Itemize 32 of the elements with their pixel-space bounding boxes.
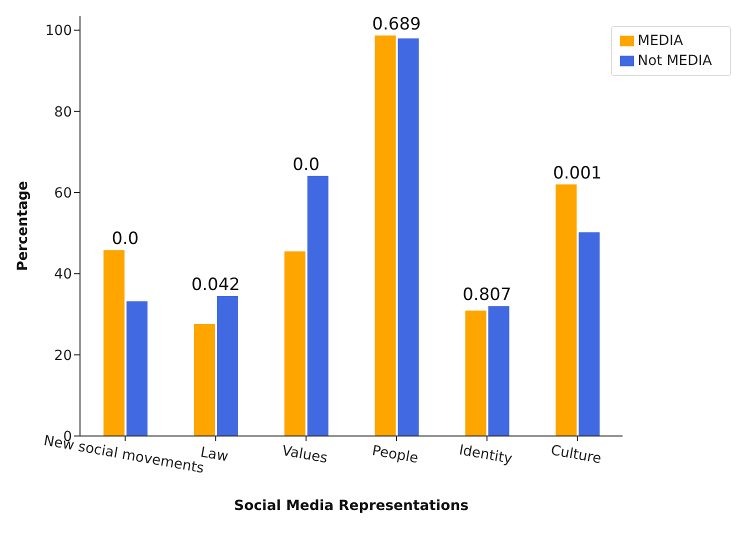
legend-label: Not MEDIA xyxy=(638,53,712,69)
y-tick-label: 40 xyxy=(54,266,72,283)
annotation: 0.0 xyxy=(292,154,320,175)
bar xyxy=(216,296,238,436)
bar xyxy=(194,324,215,436)
y-tick-label: 60 xyxy=(54,185,72,202)
x-tick-label: Law xyxy=(199,444,230,466)
x-axis-title: Social Media Representations xyxy=(234,498,469,514)
bar xyxy=(284,251,306,436)
annotation: 0.807 xyxy=(462,285,512,306)
bar xyxy=(307,176,328,436)
y-tick-label: 100 xyxy=(45,23,72,40)
annotation: 0.0 xyxy=(112,229,139,250)
bar xyxy=(488,306,510,436)
x-tick-label: Values xyxy=(280,443,329,467)
bar xyxy=(465,310,486,436)
annotation: 0.001 xyxy=(553,163,602,184)
bar xyxy=(398,38,419,436)
annotation: 0.042 xyxy=(191,275,240,295)
bar xyxy=(578,232,600,436)
y-tick-label: 20 xyxy=(54,348,72,364)
bar xyxy=(556,184,577,436)
legend-label: MEDIA xyxy=(638,33,684,49)
x-tick-label: Identity xyxy=(458,442,514,468)
y-tick-label: 80 xyxy=(54,104,72,120)
annotation: 0.689 xyxy=(372,14,421,34)
bar xyxy=(126,301,148,436)
x-tick-label: People xyxy=(370,442,420,467)
x-tick-label: Culture xyxy=(550,442,602,468)
bar xyxy=(374,35,396,436)
bar xyxy=(104,250,125,436)
y-axis-title: Percentage xyxy=(14,180,31,272)
